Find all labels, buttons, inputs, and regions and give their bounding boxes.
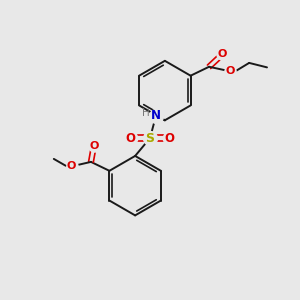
Text: O: O — [126, 132, 136, 145]
Text: O: O — [164, 132, 174, 145]
Text: O: O — [89, 140, 99, 151]
Text: N: N — [151, 109, 161, 122]
Text: O: O — [218, 49, 227, 59]
Text: O: O — [67, 161, 76, 171]
Text: O: O — [225, 66, 235, 76]
Text: H: H — [142, 108, 149, 118]
Text: S: S — [146, 132, 154, 145]
